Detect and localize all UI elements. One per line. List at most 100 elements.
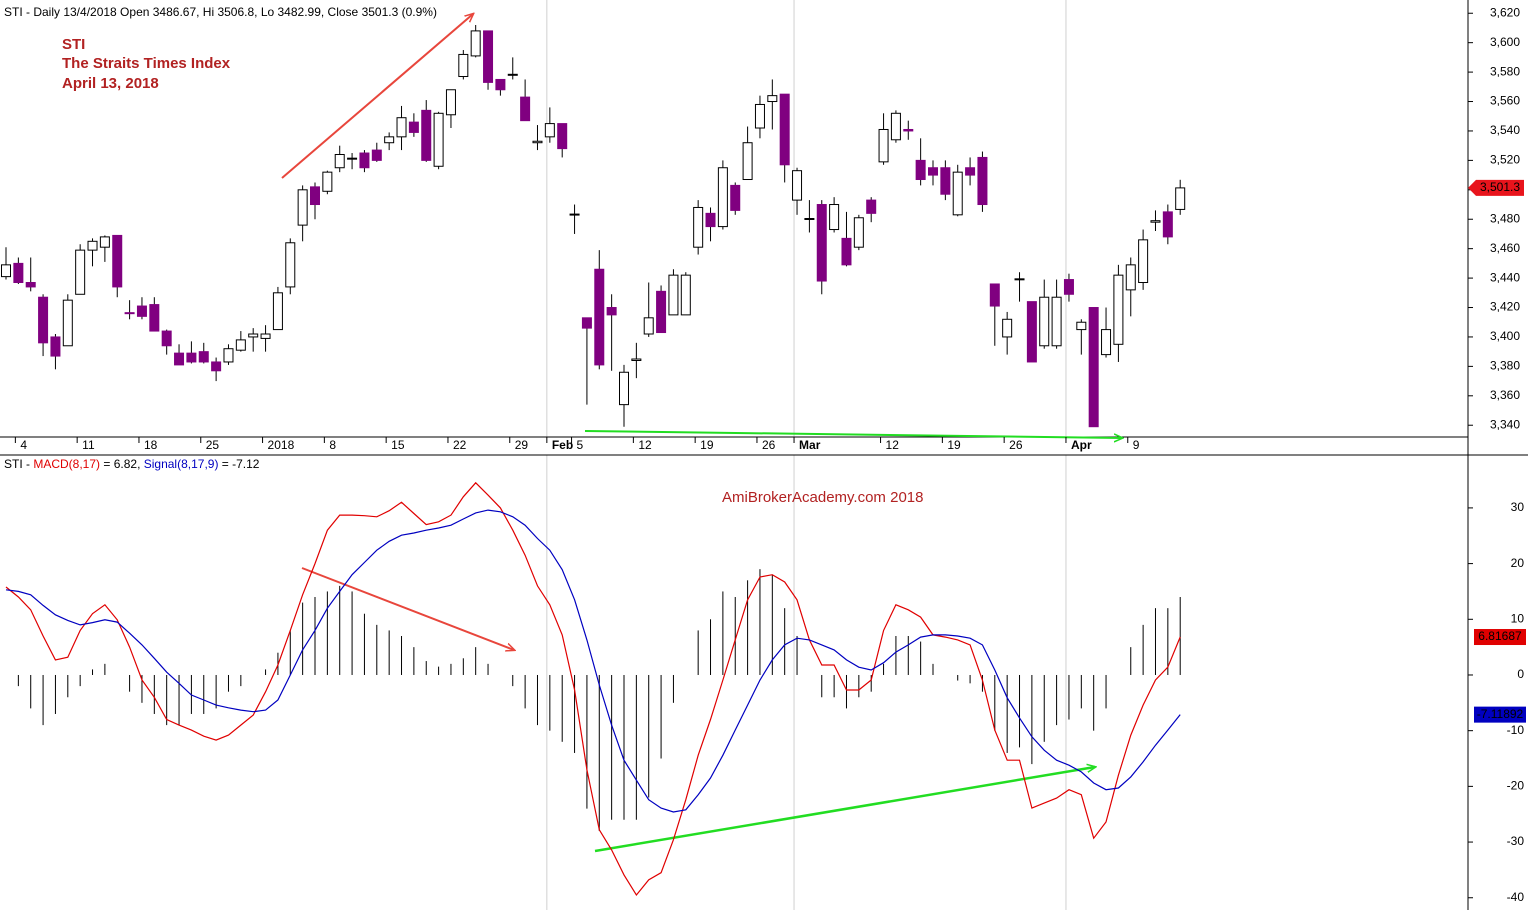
candle-body bbox=[99, 236, 110, 248]
candle-body bbox=[1026, 301, 1037, 363]
annotation: The Straits Times Index bbox=[62, 55, 231, 72]
y-tick-label: 10 bbox=[1511, 611, 1525, 625]
candle-body bbox=[965, 167, 976, 176]
x-tick-label: 26 bbox=[762, 438, 776, 452]
candle-body bbox=[384, 136, 395, 144]
candle-body bbox=[87, 240, 98, 251]
candle-body bbox=[297, 189, 308, 226]
y-tick-label: 3,560 bbox=[1490, 94, 1520, 108]
candle-body bbox=[520, 96, 531, 122]
candle-body bbox=[816, 204, 827, 282]
y-tick-label: 3,480 bbox=[1490, 211, 1520, 225]
candle-body bbox=[890, 112, 901, 141]
candle-body bbox=[396, 117, 407, 138]
y-tick-label: 3,540 bbox=[1490, 123, 1520, 137]
candle-body bbox=[112, 234, 123, 288]
x-tick-label: Mar bbox=[799, 438, 821, 452]
candle-body bbox=[483, 30, 494, 83]
candle-body bbox=[928, 167, 938, 176]
candle-body bbox=[223, 348, 234, 363]
candle-body bbox=[25, 282, 36, 288]
candle-body bbox=[952, 171, 963, 216]
y-tick-label: 3,460 bbox=[1490, 241, 1520, 255]
y-tick-label: 0 bbox=[1517, 667, 1524, 681]
last-value-label: 6.81687 bbox=[1478, 629, 1522, 643]
candle-body bbox=[594, 268, 605, 366]
candle-body bbox=[310, 186, 320, 206]
candle-body bbox=[1039, 296, 1050, 347]
last-value-label: -7.11892 bbox=[1477, 707, 1524, 721]
price-header: STI - Daily 13/4/2018 Open 3486.67, Hi 3… bbox=[4, 5, 437, 19]
last-value-box bbox=[1474, 629, 1526, 646]
candle-body bbox=[458, 53, 469, 78]
candle-body bbox=[1002, 318, 1013, 338]
x-tick-label: Apr bbox=[1071, 438, 1092, 452]
x-tick-label: 2018 bbox=[268, 438, 295, 452]
candle-body bbox=[50, 336, 61, 357]
candle-body bbox=[507, 73, 518, 76]
candle-body bbox=[1138, 239, 1149, 284]
candle-body bbox=[878, 128, 889, 163]
x-tick-label: 5 bbox=[577, 438, 584, 452]
x-tick-label: 19 bbox=[947, 438, 961, 452]
y-tick-label: -10 bbox=[1507, 723, 1525, 737]
candle-body bbox=[186, 352, 197, 363]
y-tick-label: 3,420 bbox=[1490, 300, 1520, 314]
candle-body bbox=[717, 167, 728, 228]
candle-body bbox=[495, 78, 506, 91]
header-part: Signal(8,17,9) bbox=[144, 457, 219, 471]
x-tick-label: 18 bbox=[144, 438, 158, 452]
candle-body bbox=[285, 242, 296, 288]
candle-body bbox=[804, 218, 815, 220]
candle-body bbox=[581, 317, 592, 329]
y-tick-label: 3,400 bbox=[1490, 329, 1520, 343]
candle-body bbox=[767, 95, 778, 103]
y-tick-label: 3,380 bbox=[1490, 359, 1520, 373]
candle-body bbox=[680, 274, 691, 316]
trend-arrow bbox=[281, 14, 473, 179]
candle-body bbox=[408, 121, 419, 133]
candle-body bbox=[13, 262, 24, 284]
y-tick-label: -30 bbox=[1507, 834, 1525, 848]
x-tick-label: 25 bbox=[206, 438, 220, 452]
last-value-label: 3,501.3 bbox=[1480, 180, 1520, 194]
candle-body bbox=[1051, 296, 1062, 347]
candle-body bbox=[940, 167, 951, 195]
candle-body bbox=[792, 170, 803, 201]
candle-body bbox=[532, 140, 543, 144]
candle-body bbox=[124, 312, 135, 315]
candle-body bbox=[334, 153, 345, 169]
x-tick-label: 11 bbox=[82, 438, 95, 452]
x-tick-label: 26 bbox=[1009, 438, 1023, 452]
candle-body bbox=[433, 112, 444, 167]
y-tick-label: 3,600 bbox=[1490, 35, 1520, 49]
candle-body bbox=[742, 142, 753, 181]
y-tick-label: 20 bbox=[1511, 556, 1525, 570]
candle-body bbox=[260, 333, 271, 339]
trend-line bbox=[594, 767, 1095, 853]
candle-body bbox=[656, 290, 667, 334]
x-tick-label: 15 bbox=[391, 438, 405, 452]
candle-body bbox=[1175, 187, 1186, 210]
candle-body bbox=[198, 351, 209, 363]
candle-body bbox=[445, 89, 456, 116]
candle-body bbox=[705, 212, 716, 228]
candle-body bbox=[730, 184, 741, 211]
x-tick-label: 22 bbox=[453, 438, 467, 452]
macd-header: STI - MACD(8,17) = 6.82, Signal(8,17,9) … bbox=[4, 457, 260, 471]
candle-body bbox=[272, 292, 283, 331]
candle-body bbox=[1088, 307, 1099, 428]
candle-body bbox=[643, 317, 654, 335]
candle-body bbox=[606, 307, 617, 316]
candle-body bbox=[829, 204, 840, 231]
annotation: April 13, 2018 bbox=[62, 75, 159, 92]
x-tick-label: 19 bbox=[700, 438, 714, 452]
candle-body bbox=[75, 249, 86, 295]
annotation: STI bbox=[62, 36, 85, 53]
candle-body bbox=[853, 217, 864, 248]
candle-body bbox=[866, 199, 877, 214]
last-value-box bbox=[1468, 179, 1524, 196]
candle-body bbox=[359, 152, 370, 169]
candle-body bbox=[347, 157, 358, 160]
